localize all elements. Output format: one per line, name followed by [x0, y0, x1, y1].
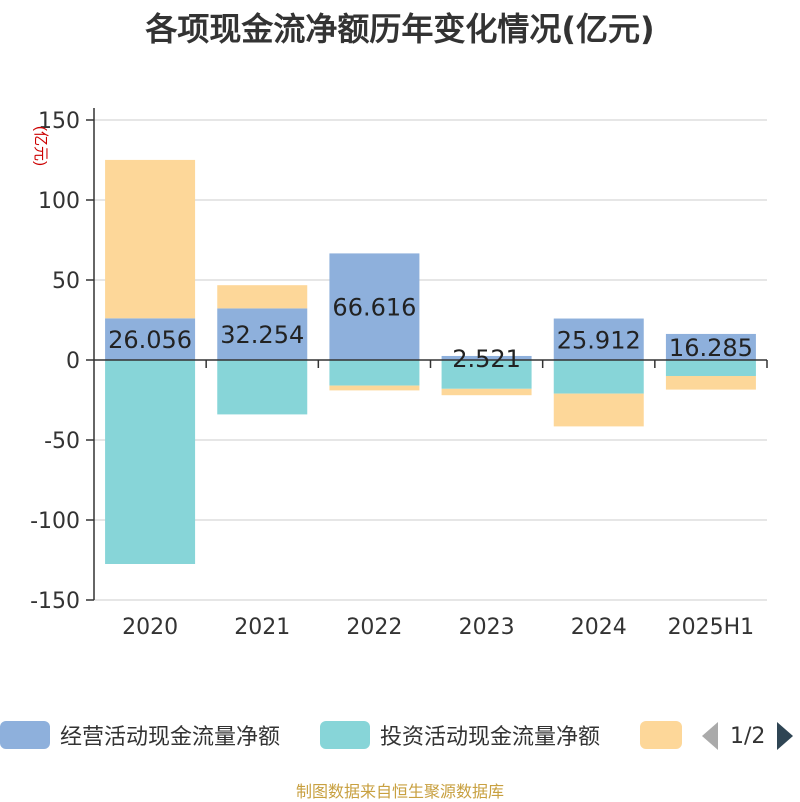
bars — [105, 159, 756, 564]
x-tick-label: 2021 — [234, 615, 290, 640]
legend-label-investing: 投资活动现金流量净额 — [380, 725, 601, 750]
legend-swatch-third — [640, 721, 682, 749]
legend-page-indicator: 1/2 — [730, 723, 766, 749]
bar-segment — [105, 318, 196, 360]
bar-segment — [553, 360, 644, 394]
y-tick-label: -150 — [30, 589, 80, 614]
y-tick-label: 150 — [38, 109, 80, 134]
grid-lines — [94, 119, 767, 601]
legend-label-operating: 经营活动现金流量净额 — [60, 725, 281, 750]
legend-item-third[interactable] — [640, 720, 692, 750]
y-tick-label: -50 — [44, 429, 80, 454]
legend-next-arrow-icon[interactable] — [777, 722, 794, 750]
bar-segment — [553, 318, 644, 360]
source-note: 制图数据来自恒生聚源数据库 — [295, 782, 504, 801]
x-tick-label: 2023 — [459, 615, 515, 640]
stacked-bar-chart: 150 100 50 0 -50 -100 -150 2020 2021 2022 2023 2024… — [30, 108, 768, 640]
legend-prev-arrow-icon[interactable] — [702, 722, 718, 750]
data-label: 66.616 — [332, 294, 416, 322]
y-axis-label: (亿元) — [32, 126, 49, 166]
bar-segment — [217, 308, 308, 360]
legend-swatch-operating — [0, 721, 50, 749]
x-tick-label: 2022 — [346, 615, 402, 640]
y-tick-label: 0 — [66, 349, 80, 374]
data-label: 32.254 — [220, 321, 304, 349]
bar-segment — [665, 333, 756, 360]
legend-swatch-investing — [320, 721, 370, 749]
legend-item-investing[interactable]: 投资活动现金流量净额 — [320, 720, 600, 750]
x-tick-label: 2024 — [571, 615, 627, 640]
axes: 150 100 50 0 -50 -100 -150 2020 2021 2022 2023 2024… — [30, 108, 768, 640]
bar-segment — [441, 388, 532, 396]
bar-segment — [665, 360, 756, 376]
bar-segment — [329, 385, 420, 391]
bar-segment — [665, 376, 756, 390]
bar-segment — [105, 159, 196, 319]
bar-segment — [441, 355, 532, 360]
bar-segment — [329, 253, 420, 360]
legend-item-operating[interactable]: 经营活动现金流量净额 — [0, 720, 280, 750]
bar-segment — [217, 285, 308, 309]
data-label: 25.912 — [557, 326, 641, 354]
x-tick-label: 2020 — [122, 615, 178, 640]
chart-title: 各项现金流净额历年变化情况(亿元) — [145, 10, 655, 48]
y-tick-label: -100 — [30, 509, 80, 534]
y-tick-label: 100 — [38, 189, 80, 214]
x-tick-label: 2025H1 — [668, 615, 755, 640]
data-labels: 26.056 32.254 66.616 2.521 25.912 16.285 — [108, 294, 753, 373]
data-label: 26.056 — [108, 326, 192, 354]
bar-segment — [329, 360, 420, 386]
bar-segment — [441, 360, 532, 389]
bar-segment — [553, 393, 644, 427]
bar-segment — [105, 360, 196, 564]
legend: 经营活动现金流量净额 投资活动现金流量净额 1/2 — [0, 716, 800, 756]
y-tick-label: 50 — [52, 269, 80, 294]
bar-segment — [217, 360, 308, 415]
legend-pager: 1/2 — [702, 716, 794, 756]
data-label: 16.285 — [669, 334, 753, 362]
data-label: 2.521 — [452, 345, 521, 373]
